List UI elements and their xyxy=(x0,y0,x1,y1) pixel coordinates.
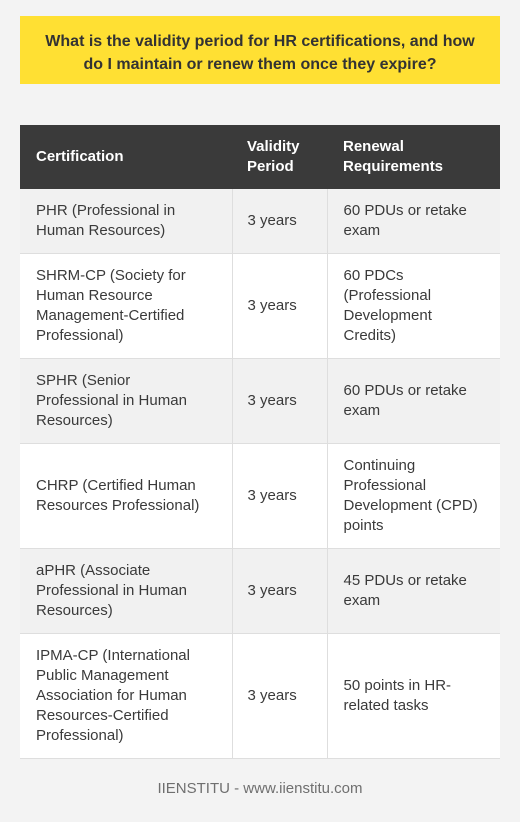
cell-renewal: 60 PDUs or retake exam xyxy=(326,358,500,444)
table-row: SPHR (Senior Professional in Human Resou… xyxy=(20,358,500,444)
cell-validity: 3 years xyxy=(231,253,327,359)
cell-renewal: 60 PDCs (Professional Development Credit… xyxy=(326,253,500,359)
cell-validity: 3 years xyxy=(231,189,327,254)
cell-renewal: 60 PDUs or retake exam xyxy=(326,189,500,254)
table-row: IPMA-CP (International Public Management… xyxy=(20,633,500,759)
cell-certification: PHR (Professional in Human Resources) xyxy=(20,189,232,254)
table-row: SHRM-CP (Society for Human Resource Mana… xyxy=(20,253,500,359)
table-header-row: Certification Validity Period Renewal Re… xyxy=(20,125,500,189)
cell-certification: aPHR (Associate Professional in Human Re… xyxy=(20,548,232,634)
header-certification: Certification xyxy=(20,125,232,189)
footer-attribution: IIENSTITU - www.iienstitu.com xyxy=(157,780,363,797)
cell-certification: SHRM-CP (Society for Human Resource Mana… xyxy=(20,253,232,359)
cell-certification: CHRP (Certified Human Resources Professi… xyxy=(20,443,232,549)
cell-certification: IPMA-CP (International Public Management… xyxy=(20,633,232,759)
cell-renewal: 45 PDUs or retake exam xyxy=(326,548,500,634)
cell-validity: 3 years xyxy=(231,548,327,634)
cell-validity: 3 years xyxy=(231,633,327,759)
cell-renewal: 50 points in HR-related tasks xyxy=(326,633,500,759)
header-renewal-requirements: Renewal Requirements xyxy=(327,125,500,189)
question-banner: What is the validity period for HR certi… xyxy=(20,16,500,84)
table-row: PHR (Professional in Human Resources) 3 … xyxy=(20,189,500,254)
certification-table: Certification Validity Period Renewal Re… xyxy=(20,125,500,759)
cell-renewal: Continuing Professional Development (CPD… xyxy=(326,443,500,549)
cell-certification: SPHR (Senior Professional in Human Resou… xyxy=(20,358,232,444)
table-row: aPHR (Associate Professional in Human Re… xyxy=(20,548,500,634)
table-row: CHRP (Certified Human Resources Professi… xyxy=(20,443,500,549)
cell-validity: 3 years xyxy=(231,358,327,444)
header-validity-period: Validity Period xyxy=(232,125,327,189)
cell-validity: 3 years xyxy=(231,443,327,549)
